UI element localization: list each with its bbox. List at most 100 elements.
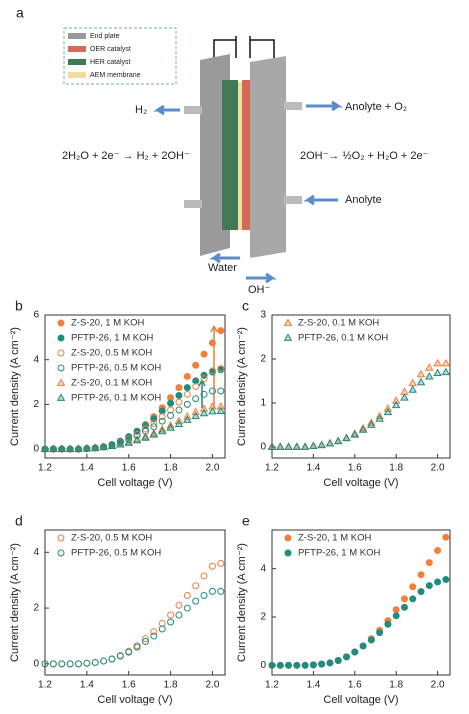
point	[83, 659, 91, 667]
point	[167, 412, 175, 420]
point	[425, 559, 433, 567]
swatch	[68, 59, 86, 65]
point	[49, 660, 57, 668]
point	[90, 443, 100, 452]
point	[409, 583, 417, 591]
port	[184, 106, 202, 114]
x-tick-label: 1.6	[348, 463, 362, 474]
point	[392, 612, 400, 620]
point	[359, 642, 367, 650]
point	[425, 371, 434, 380]
point	[268, 661, 276, 669]
legend-marker	[57, 549, 65, 557]
point	[132, 435, 142, 444]
point	[343, 653, 351, 661]
point	[375, 414, 384, 422]
point	[208, 339, 216, 347]
x-axis-label: Cell voltage (V)	[323, 694, 398, 706]
point	[376, 629, 384, 637]
point	[175, 384, 183, 392]
point	[108, 655, 116, 663]
x-tick-label: 1.8	[164, 463, 178, 474]
point	[124, 438, 133, 446]
point	[74, 660, 82, 668]
point	[183, 415, 192, 423]
point	[416, 377, 426, 386]
point	[91, 658, 99, 666]
point	[200, 572, 208, 580]
point	[342, 433, 351, 442]
legend-marker	[56, 378, 66, 386]
swatch	[68, 46, 86, 52]
point	[200, 375, 208, 383]
point	[216, 406, 226, 414]
point	[217, 387, 225, 395]
point	[200, 592, 208, 600]
legend-text: PFTP-26, 0.1 M KOH	[71, 393, 161, 404]
point	[408, 385, 418, 393]
point	[433, 368, 442, 376]
point	[309, 441, 318, 450]
point	[199, 408, 209, 417]
point	[334, 657, 342, 664]
y-tick-label: 4	[260, 563, 266, 574]
point	[441, 358, 451, 367]
point	[183, 384, 191, 392]
point	[141, 425, 149, 433]
y-tick-label: 3	[260, 310, 266, 321]
point	[174, 419, 184, 427]
membrane	[238, 82, 242, 230]
point	[417, 588, 425, 596]
point	[183, 372, 191, 380]
point	[149, 430, 159, 438]
y-axis-label: Current density (A cm⁻²)	[236, 327, 248, 446]
point	[125, 436, 133, 444]
x-tick-label: 1.8	[389, 680, 403, 691]
legend-marker	[284, 534, 292, 542]
point	[434, 547, 442, 555]
point	[116, 439, 125, 448]
arrow	[209, 252, 240, 264]
point	[49, 444, 58, 452]
point	[65, 444, 75, 452]
legend-marker	[57, 349, 65, 357]
y-tick-label: 6	[33, 310, 39, 321]
point	[391, 396, 401, 404]
point	[208, 562, 216, 570]
point	[200, 350, 208, 358]
legend-marker	[283, 318, 293, 326]
legend-text: HER catalyst	[90, 59, 131, 66]
point	[285, 661, 293, 669]
legend-marker	[57, 319, 65, 327]
point	[191, 407, 200, 416]
x-tick-label: 1.4	[306, 463, 320, 474]
point	[158, 625, 166, 633]
point	[318, 660, 326, 668]
point	[192, 582, 200, 590]
point	[333, 436, 343, 445]
point	[133, 432, 141, 440]
point	[442, 533, 450, 541]
outlet-label: H₂	[135, 104, 147, 116]
legend-marker	[57, 364, 65, 372]
point	[141, 635, 149, 643]
arrow	[153, 104, 180, 116]
schematic: a End plate OER catalyst HER catalyst AE…	[16, 5, 429, 296]
y-axis-label: Current density (A cm⁻²)	[9, 327, 21, 446]
point	[425, 363, 434, 371]
panel-label: e	[242, 513, 250, 529]
legend-text: AEM membrane	[90, 72, 141, 79]
point	[192, 597, 200, 605]
x-axis-label: Cell voltage (V)	[97, 694, 172, 706]
point	[425, 582, 433, 590]
point	[392, 606, 400, 614]
point	[284, 442, 293, 450]
point	[167, 618, 175, 626]
plot-frame	[44, 529, 226, 676]
legend-marker	[57, 334, 65, 342]
y-axis-label: Current density (A cm⁻²)	[236, 543, 248, 662]
y-axis-label: Current density (A cm⁻²)	[9, 543, 21, 662]
outlet-label: Anolyte + O₂	[345, 101, 407, 113]
point	[267, 442, 277, 450]
point	[292, 442, 302, 450]
